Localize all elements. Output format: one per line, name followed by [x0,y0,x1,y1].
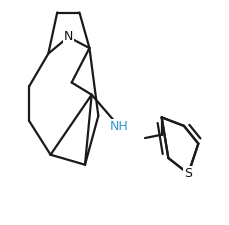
Text: S: S [183,167,191,180]
Text: NH: NH [110,120,128,133]
Text: N: N [63,30,73,43]
